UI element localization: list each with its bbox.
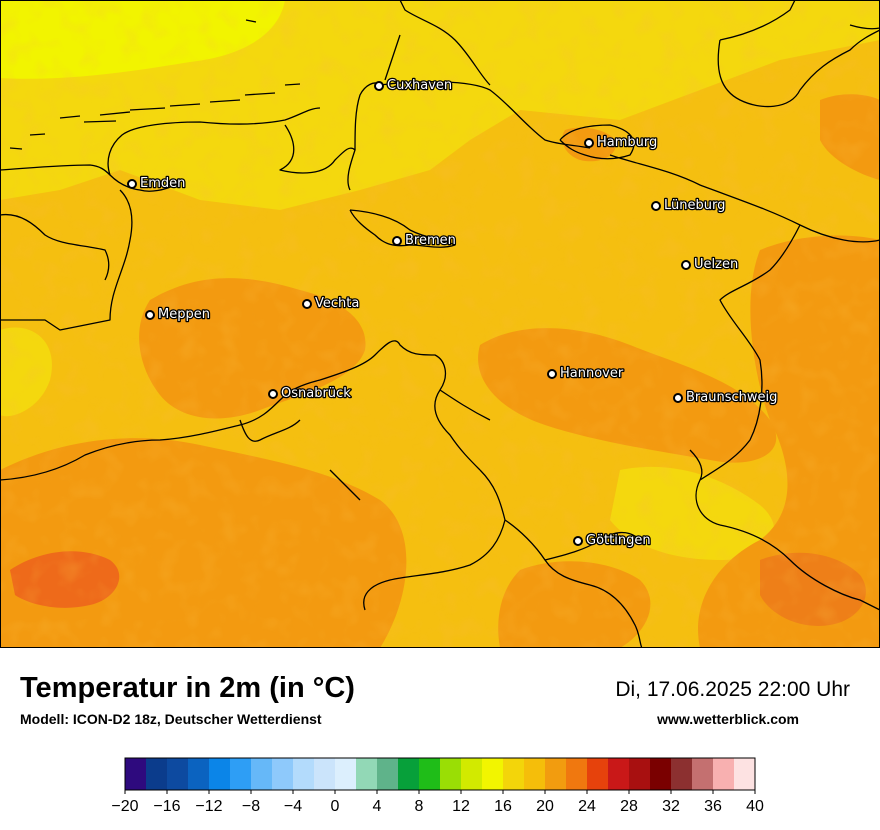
- legend-tick-label: 24: [578, 798, 596, 815]
- forecast-datetime: Di, 17.06.2025 22:00 Uhr: [615, 678, 850, 701]
- city-label-meppen: Meppen: [158, 307, 210, 322]
- city-osnabrueck[interactable]: Osnabrück: [268, 385, 352, 402]
- legend-swatch: [146, 758, 168, 790]
- city-label-uelzen: Uelzen: [694, 257, 738, 272]
- city-cuxhaven[interactable]: Cuxhaven: [374, 77, 453, 94]
- legend-swatch: [692, 758, 714, 790]
- city-label-lueneburg: Lüneburg: [664, 198, 725, 213]
- website-link[interactable]: www.wetterblick.com: [657, 711, 799, 727]
- city-vechta[interactable]: Vechta: [302, 295, 361, 312]
- legend-swatch: [545, 758, 567, 790]
- legend-swatch: [125, 758, 147, 790]
- city-label-hannover: Hannover: [560, 366, 624, 381]
- legend-swatch: [419, 758, 441, 790]
- legend-swatch: [293, 758, 315, 790]
- legend-swatch: [713, 758, 735, 790]
- city-lueneburg[interactable]: Lüneburg: [651, 197, 727, 214]
- city-label-emden: Emden: [140, 176, 185, 191]
- legend-tick-label: 0: [331, 798, 340, 815]
- city-emden[interactable]: Emden: [127, 175, 187, 192]
- legend-swatch: [650, 758, 672, 790]
- legend-tick-label: −12: [195, 798, 222, 815]
- city-label-braunschweig: Braunschweig: [686, 390, 777, 405]
- legend-swatch: [356, 758, 378, 790]
- legend-swatch: [377, 758, 399, 790]
- city-label-bremen: Bremen: [405, 233, 456, 248]
- city-label-vechta: Vechta: [315, 296, 359, 311]
- legend-frame: [124, 757, 756, 791]
- legend-swatch: [608, 758, 630, 790]
- legend-swatch: [188, 758, 210, 790]
- legend-tick-label: −8: [242, 798, 260, 815]
- city-goettingen[interactable]: Göttingen: [573, 532, 652, 549]
- legend-swatch: [314, 758, 336, 790]
- city-label-goettingen: Göttingen: [586, 533, 651, 548]
- legend-swatch: [524, 758, 546, 790]
- legend-swatch: [503, 758, 525, 790]
- city-label-cuxhaven: Cuxhaven: [387, 78, 452, 93]
- city-markers: Cuxhaven Hamburg Emden Lüneburg Bremen U…: [127, 77, 779, 549]
- legend-swatch: [209, 758, 231, 790]
- city-hamburg[interactable]: Hamburg: [584, 134, 659, 151]
- legend-tick-label: 12: [452, 798, 470, 815]
- legend-tick-label: −20: [111, 798, 138, 815]
- legend-swatch: [671, 758, 693, 790]
- legend-swatch: [335, 758, 357, 790]
- legend-tick-label: 32: [662, 798, 680, 815]
- legend-swatches: [125, 758, 756, 790]
- city-bremen[interactable]: Bremen: [392, 232, 457, 249]
- city-hannover[interactable]: Hannover: [547, 365, 625, 382]
- legend-swatch: [482, 758, 504, 790]
- city-braunschweig[interactable]: Braunschweig: [673, 389, 779, 406]
- legend-swatch: [230, 758, 252, 790]
- legend-tick-label: −4: [284, 798, 302, 815]
- city-label-hamburg: Hamburg: [597, 135, 657, 150]
- legend-ticks: −20 −16 −12 −8 −4 0 4 8 12 16 20 24 28 32 36 40: [111, 790, 764, 815]
- legend-tick-label: 16: [494, 798, 512, 815]
- legend-swatch: [440, 758, 462, 790]
- model-source: Modell: ICON-D2 18z, Deutscher Wetterdie…: [20, 711, 322, 727]
- legend-tick-label: −16: [153, 798, 180, 815]
- legend-swatch: [251, 758, 273, 790]
- borders: [0, 0, 880, 648]
- legend-tick-label: 36: [704, 798, 722, 815]
- temperature-legend: −20 −16 −12 −8 −4 0 4 8 12 16 20 24 28 32 36 40: [111, 757, 764, 815]
- temperature-map: Cuxhaven Hamburg Emden Lüneburg Bremen U…: [0, 0, 880, 648]
- legend-tick-label: 20: [536, 798, 554, 815]
- legend-swatch: [629, 758, 651, 790]
- legend-swatch: [398, 758, 420, 790]
- footer: Temperatur in 2m (in °C) Modell: ICON-D2…: [0, 648, 880, 830]
- city-label-osnabrueck: Osnabrück: [281, 386, 351, 401]
- legend-swatch: [272, 758, 294, 790]
- legend-tick-label: 40: [746, 798, 764, 815]
- city-meppen[interactable]: Meppen: [145, 306, 211, 323]
- legend-tick-label: 28: [620, 798, 638, 815]
- legend-swatch: [587, 758, 609, 790]
- legend-swatch: [566, 758, 588, 790]
- map-title: Temperatur in 2m (in °C): [20, 672, 355, 704]
- temperature-texture: [0, 0, 880, 648]
- legend-swatch: [461, 758, 483, 790]
- legend-swatch: [734, 758, 756, 790]
- legend-tick-label: 4: [373, 798, 382, 815]
- legend-swatch: [167, 758, 189, 790]
- legend-tick-label: 8: [415, 798, 424, 815]
- city-uelzen[interactable]: Uelzen: [681, 256, 739, 273]
